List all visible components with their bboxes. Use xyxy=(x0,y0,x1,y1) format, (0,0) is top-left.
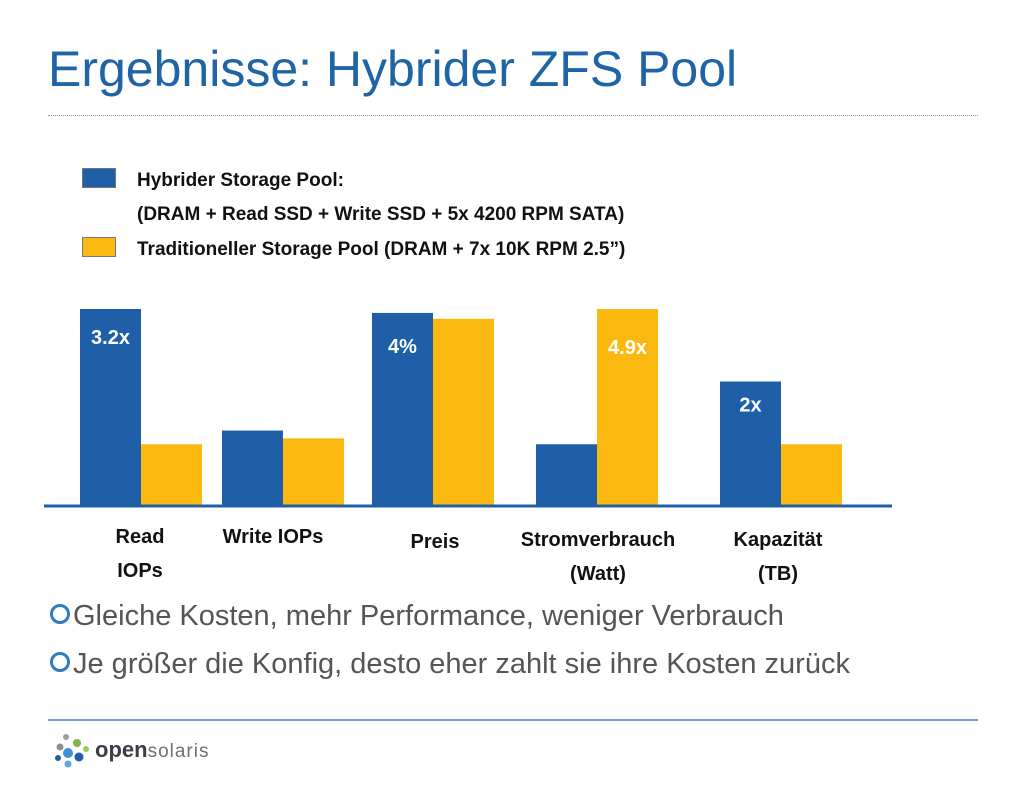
bar-annotation-label: 3.2x xyxy=(91,327,130,349)
bar-hybrid-3 xyxy=(536,444,597,505)
category-tick-label: IOPs xyxy=(117,560,163,582)
title-divider xyxy=(48,115,978,116)
bar-chart: 3.2x 11% 4% 4.9x 2x Read IOPs Write IOPs Preis St… xyxy=(44,309,892,585)
bullet-item: Gleiche Kosten, mehr Performance, wenige… xyxy=(50,600,784,633)
logo-wordmark: opensolaris xyxy=(95,737,210,762)
category-tick-label: Stromverbrauch xyxy=(521,529,676,551)
legend-label-hybrid: Hybrider Storage Pool: xyxy=(137,170,344,191)
bar-annotation-label: 11% xyxy=(233,394,272,416)
bar-traditional-2 xyxy=(433,318,494,505)
category-tick-label: (Watt) xyxy=(570,563,626,585)
bar-annotation-label: 4.9x xyxy=(608,337,647,359)
bar-annotation-label: 4% xyxy=(388,336,417,358)
bar-traditional-3 xyxy=(597,309,658,505)
bullet-ring-icon xyxy=(50,652,70,672)
bar-hybrid-2 xyxy=(372,312,433,505)
bullet-item: Je größer die Konfig, desto eher zahlt s… xyxy=(50,648,850,681)
legend-label-traditional: Traditioneller Storage Pool (DRAM + 7x 1… xyxy=(137,239,626,260)
bar-traditional-0 xyxy=(141,444,202,505)
bar-hybrid-1 xyxy=(222,430,283,505)
bar-hybrid-0 xyxy=(80,309,141,505)
category-tick-label: Write IOPs xyxy=(223,526,324,548)
category-tick-label: (TB) xyxy=(758,563,798,585)
bar-traditional-4 xyxy=(781,444,842,505)
category-tick-label: Preis xyxy=(411,531,460,553)
slide-title: Ergebnisse: Hybrider ZFS Pool xyxy=(48,41,738,97)
bar-hybrid-4 xyxy=(720,381,781,505)
bullet-ring-icon xyxy=(50,604,70,624)
bar-traditional-1 xyxy=(283,438,344,505)
bullet-text: Gleiche Kosten, mehr Performance, wenige… xyxy=(73,600,784,632)
category-tick-label: Read xyxy=(116,526,165,548)
legend-swatch-hybrid xyxy=(82,168,116,188)
category-tick-label: Kapazität xyxy=(734,529,823,551)
legend-swatch-traditional xyxy=(82,237,116,257)
bar-annotation-label: 2x xyxy=(739,395,761,417)
opensolaris-dots-icon xyxy=(55,734,89,768)
bullet-text: Je größer die Konfig, desto eher zahlt s… xyxy=(73,648,850,680)
footer-divider xyxy=(48,719,978,721)
legend-label-hybrid-detail: (DRAM + Read SSD + Write SSD + 5x 4200 R… xyxy=(137,204,625,225)
